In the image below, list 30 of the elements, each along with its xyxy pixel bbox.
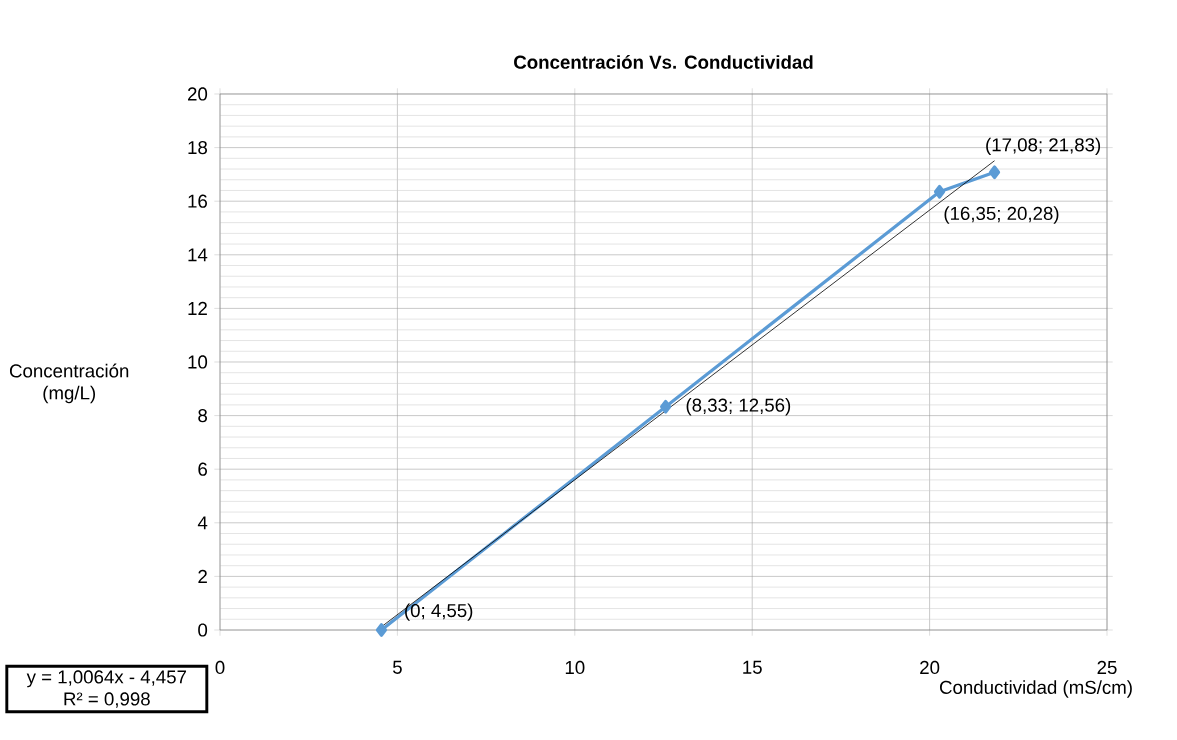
annotation: (17,08; 21,83) <box>986 137 1101 156</box>
y-axis-title: Concentración (mg/L) <box>9 363 129 404</box>
point <box>988 165 1001 180</box>
point <box>660 399 672 414</box>
y-tick-label: 14 <box>188 248 208 262</box>
y-tick-label: 16 <box>188 194 207 208</box>
y-tick-label: 12 <box>188 301 207 315</box>
text: y = 1,0064x - 4,457 <box>26 670 187 688</box>
text: R² = 0,998 <box>64 692 150 708</box>
x-axis-title: Conductividad (mS/cm) <box>939 680 1132 698</box>
annotation: (0; 4,55) <box>405 603 473 621</box>
x-tick-label: 25 <box>1097 660 1117 675</box>
y-tick-label: 10 <box>188 355 208 369</box>
point <box>375 623 388 637</box>
y-tick-label: 4 <box>197 516 208 530</box>
x-tick-label: 5 <box>392 660 402 674</box>
x-tick-label: 20 <box>920 660 940 675</box>
y-tick-label: 8 <box>198 408 208 423</box>
point <box>933 184 946 199</box>
y-tick-label: 2 <box>198 569 207 583</box>
x-tick-label: 0 <box>215 660 225 675</box>
annotation: (8,33; 12,56) <box>686 398 791 416</box>
x-tick-label: 15 <box>743 660 762 674</box>
x-tick-label: 10 <box>565 660 585 675</box>
y-tick-label: 20 <box>188 87 208 101</box>
y-tick-label: 0 <box>198 623 208 637</box>
annotation: (16,35; 20,28) <box>944 206 1059 224</box>
chart-title: Concentración Vs. Conductividad <box>514 54 813 69</box>
y-tick-label: 6 <box>198 462 207 476</box>
y-tick-label: 18 <box>188 140 208 155</box>
